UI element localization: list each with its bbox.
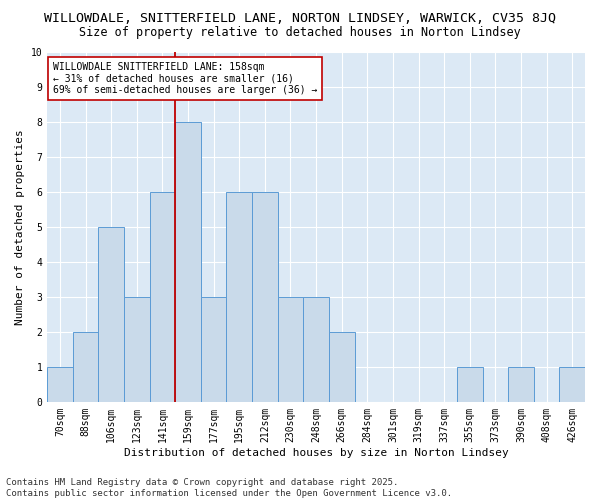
Text: WILLOWDALE, SNITTERFIELD LANE, NORTON LINDSEY, WARWICK, CV35 8JQ: WILLOWDALE, SNITTERFIELD LANE, NORTON LI…	[44, 12, 556, 26]
Bar	[278, 296, 303, 402]
Bar	[508, 367, 534, 402]
Bar	[98, 226, 124, 402]
Bar	[73, 332, 98, 402]
Bar	[226, 192, 252, 402]
Bar	[47, 367, 73, 402]
Bar	[559, 367, 585, 402]
Text: Contains HM Land Registry data © Crown copyright and database right 2025.
Contai: Contains HM Land Registry data © Crown c…	[6, 478, 452, 498]
Text: Size of property relative to detached houses in Norton Lindsey: Size of property relative to detached ho…	[79, 26, 521, 39]
X-axis label: Distribution of detached houses by size in Norton Lindsey: Distribution of detached houses by size …	[124, 448, 508, 458]
Bar	[329, 332, 355, 402]
Bar	[149, 192, 175, 402]
Bar	[457, 367, 482, 402]
Text: WILLOWDALE SNITTERFIELD LANE: 158sqm
← 31% of detached houses are smaller (16)
6: WILLOWDALE SNITTERFIELD LANE: 158sqm ← 3…	[53, 62, 317, 95]
Bar	[303, 296, 329, 402]
Bar	[175, 122, 201, 402]
Bar	[252, 192, 278, 402]
Y-axis label: Number of detached properties: Number of detached properties	[15, 129, 25, 324]
Bar	[124, 296, 149, 402]
Bar	[201, 296, 226, 402]
